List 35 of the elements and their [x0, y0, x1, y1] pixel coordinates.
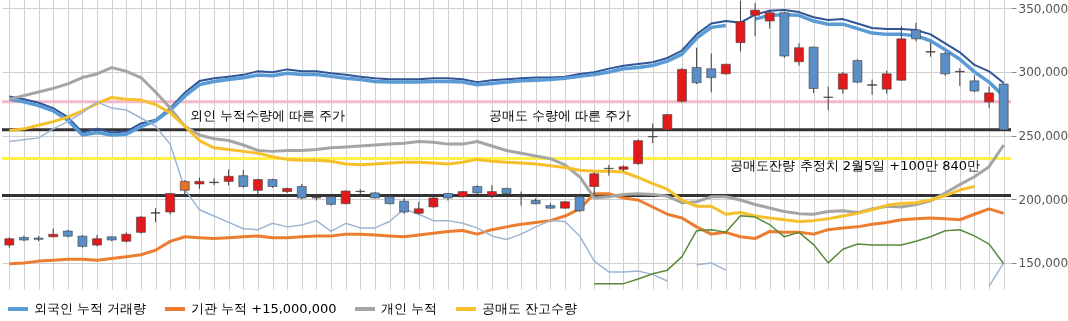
- candlestick: [647, 122, 658, 144]
- annotation: 공매도잔량 추정치 2월5일 +100만 840만: [730, 158, 980, 173]
- y-tick-label: 200,000: [1018, 192, 1068, 207]
- line-series: [593, 215, 1005, 285]
- candlestick: [487, 184, 497, 199]
- candlestick: [911, 22, 921, 42]
- candlestick: [867, 79, 877, 96]
- candlestick: [852, 58, 863, 84]
- line-series: [7, 66, 1006, 216]
- annotation: 공매도 수량에 따른 주가: [489, 108, 632, 123]
- candlestick: [633, 138, 643, 166]
- legend-label: 개인 누적: [381, 301, 438, 316]
- y-tick-label: 150,000: [1018, 256, 1068, 271]
- candlestick: [794, 42, 804, 67]
- y-tick-label: 350,000: [1018, 1, 1068, 16]
- line-series: [7, 192, 1006, 266]
- candlestick: [516, 191, 526, 207]
- candlestick: [691, 47, 702, 85]
- candlestick: [764, 9, 775, 30]
- candlestick: [209, 177, 219, 186]
- legend-label: 공매도 잔고수량: [482, 301, 578, 316]
- annotation: 외인 누적수량에 따른 주가: [190, 108, 346, 123]
- candlestick: [750, 2, 760, 37]
- candlestick: [604, 164, 614, 177]
- candlestick: [838, 71, 848, 95]
- y-tick-label: 300,000: [1018, 65, 1068, 80]
- candlestick: [881, 70, 892, 95]
- legend-label: 기관 누적 +15,000,000: [191, 301, 337, 316]
- candlestick: [823, 86, 834, 111]
- y-tick-label: 250,000: [1018, 129, 1068, 144]
- legend-label: 외국인 누적 거래량: [34, 301, 147, 316]
- candlestick: [984, 86, 994, 109]
- candlestick: [940, 51, 950, 77]
- candlestick: [706, 52, 717, 93]
- candlestick: [735, 0, 746, 53]
